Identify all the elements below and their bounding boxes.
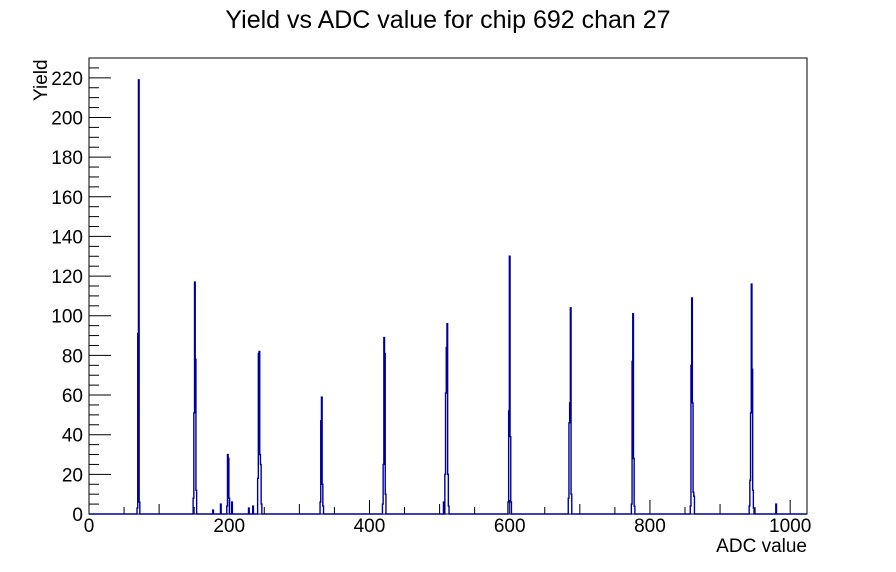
svg-text:60: 60 xyxy=(62,386,83,407)
chart-title: Yield vs ADC value for chip 692 chan 27 xyxy=(225,6,671,34)
svg-text:40: 40 xyxy=(62,426,83,447)
svg-text:400: 400 xyxy=(354,516,386,537)
svg-text:800: 800 xyxy=(634,516,666,537)
svg-text:0: 0 xyxy=(84,516,95,537)
svg-text:220: 220 xyxy=(51,69,83,90)
svg-text:200: 200 xyxy=(51,108,83,129)
svg-text:80: 80 xyxy=(62,346,83,367)
svg-text:120: 120 xyxy=(51,267,83,288)
svg-text:100: 100 xyxy=(51,307,83,328)
svg-text:20: 20 xyxy=(62,465,83,486)
svg-text:1000: 1000 xyxy=(769,516,811,537)
svg-text:200: 200 xyxy=(213,516,245,537)
svg-text:0: 0 xyxy=(72,505,83,526)
svg-text:160: 160 xyxy=(51,188,83,209)
svg-text:600: 600 xyxy=(494,516,526,537)
x-axis-title: ADC value xyxy=(716,536,807,557)
svg-text:180: 180 xyxy=(51,148,83,169)
svg-text:140: 140 xyxy=(51,227,83,248)
